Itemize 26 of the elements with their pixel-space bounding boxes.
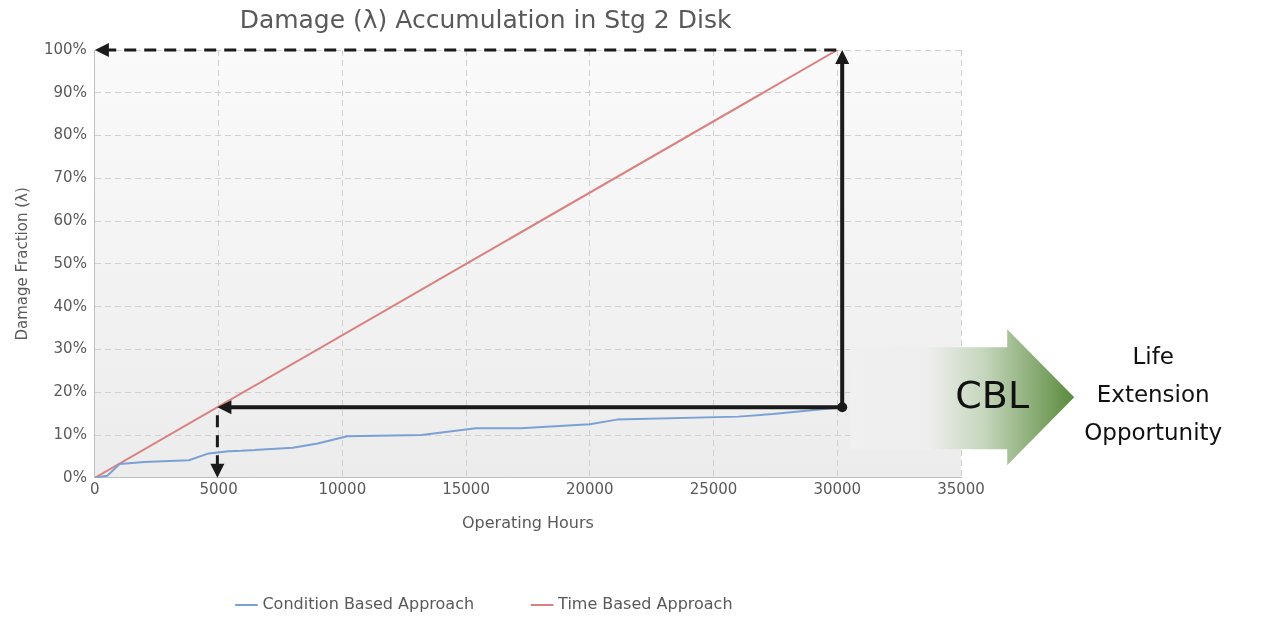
- x-tick-label: 20000: [565, 479, 614, 498]
- legend-label: Time Based Approach: [557, 594, 733, 614]
- x-tick-label: 25000: [689, 479, 738, 498]
- y-tick-label: 30%: [53, 339, 87, 358]
- text: Life Extension Opportunity: [1083, 342, 1224, 448]
- y-tick-label: 0%: [63, 467, 87, 486]
- y-tick-label: 20%: [53, 382, 87, 401]
- y-tick-label: 60%: [53, 211, 87, 230]
- x-axis-title: Operating Hours: [461, 512, 594, 532]
- y-tick-label: 100%: [43, 39, 87, 58]
- legend-label: Condition Based Approach: [262, 594, 475, 614]
- chart-title: Damage (λ) Accumulation in Stg 2 Disk: [239, 4, 732, 34]
- y-tick-label: 40%: [53, 296, 87, 315]
- y-axis-title: Damage Fraction (λ): [12, 187, 31, 341]
- x-tick-label: 35000: [937, 479, 985, 498]
- y-tick-label: 70%: [53, 168, 87, 187]
- y-tick-label: 90%: [53, 82, 87, 101]
- x-tick-label: 0: [90, 479, 100, 498]
- y-tick-label: 80%: [53, 125, 87, 144]
- x-tick-label: 15000: [442, 479, 490, 498]
- y-tick-label: 10%: [53, 424, 87, 443]
- y-tick-label: 50%: [53, 253, 87, 272]
- x-tick-label: 10000: [318, 479, 367, 498]
- annotation: CBL: [955, 372, 1030, 417]
- x-tick-label: 5000: [199, 479, 238, 498]
- x-tick-label: 30000: [813, 479, 862, 498]
